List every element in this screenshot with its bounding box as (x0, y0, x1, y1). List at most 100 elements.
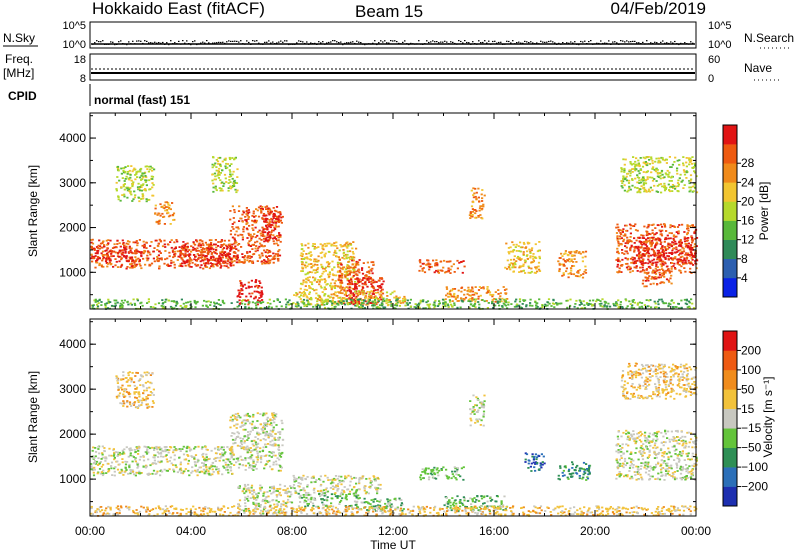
heatmap-cell (129, 302, 132, 305)
heatmap-cell (522, 241, 525, 244)
heatmap-cell (457, 289, 460, 292)
heatmap-cell (254, 302, 257, 305)
heatmap-cell (641, 176, 645, 179)
heatmap-cell (651, 264, 654, 266)
heatmap-cell (434, 264, 437, 267)
heatmap-cell (689, 261, 693, 264)
heatmap-cell (328, 262, 331, 265)
heatmap-cell (216, 262, 219, 265)
heatmap-cell (562, 274, 565, 276)
heatmap-cell (241, 234, 244, 236)
heatmap-cell (688, 190, 691, 193)
heatmap-cell (403, 297, 406, 300)
heatmap-cell (336, 302, 339, 305)
heatmap-cell (228, 256, 231, 259)
heatmap-cell (235, 261, 238, 264)
nsky-point (264, 41, 266, 43)
heatmap-cell (181, 265, 184, 268)
heatmap-cell (229, 229, 233, 232)
heatmap-cell (233, 179, 236, 182)
heatmap-cell (662, 250, 666, 253)
heatmap-cell (171, 202, 174, 204)
heatmap-cell (469, 211, 472, 213)
heatmap-cell (133, 302, 136, 305)
heatmap-cell (527, 271, 530, 274)
heatmap-cell (472, 194, 475, 196)
nsky-point (392, 40, 394, 42)
heatmap-cell (144, 189, 147, 192)
heatmap-cell (193, 457, 196, 460)
heatmap-cell (142, 194, 145, 197)
heatmap-cell (638, 237, 641, 239)
heatmap-cell (636, 303, 639, 306)
heatmap-cell (91, 247, 94, 250)
heatmap-cell (583, 307, 587, 309)
heatmap-cell (658, 183, 661, 186)
heatmap-cell (574, 251, 578, 254)
heatmap-cell (409, 305, 413, 308)
heatmap-cell (677, 183, 680, 186)
heatmap-cell (677, 303, 680, 305)
heatmap-cell (361, 305, 364, 307)
heatmap-cell (192, 246, 195, 249)
nsky-point (486, 42, 488, 44)
heatmap-cell (655, 270, 658, 273)
heatmap-cell (277, 225, 280, 228)
heatmap-cell (244, 306, 247, 308)
heatmap-cell (345, 257, 348, 260)
heatmap-cell (661, 264, 664, 266)
heatmap-cell (616, 271, 619, 273)
heatmap-cell (679, 271, 683, 274)
heatmap-cell (459, 306, 462, 309)
heatmap-cell (242, 210, 245, 213)
heatmap-cell (634, 262, 637, 264)
heatmap-cell (132, 241, 135, 244)
heatmap-cell (583, 304, 586, 307)
heatmap-cell (335, 274, 338, 277)
heatmap-cell (101, 452, 104, 454)
heatmap-cell (354, 302, 357, 304)
heatmap-cell (265, 255, 268, 258)
heatmap-cell (137, 465, 140, 468)
heatmap-cell (341, 286, 344, 289)
nsky-point (384, 40, 386, 42)
heatmap-cell (318, 304, 322, 307)
heatmap-cell (640, 263, 643, 265)
heatmap-cell (265, 214, 268, 217)
heatmap-cell (115, 188, 118, 190)
heatmap-cell (525, 304, 528, 306)
heatmap-cell (626, 262, 629, 265)
heatmap-cell (474, 212, 477, 215)
heatmap-cell (398, 300, 401, 303)
heatmap-cell (631, 179, 634, 181)
heatmap-cell (635, 254, 639, 257)
heatmap-cell (139, 455, 142, 458)
heatmap-cell (106, 254, 109, 256)
heatmap-cell (165, 458, 168, 461)
heatmap-cell (175, 300, 178, 303)
heatmap-cell (127, 165, 130, 167)
heatmap-cell (114, 304, 117, 307)
heatmap-cell (537, 265, 540, 268)
heatmap-cell (157, 245, 160, 248)
heatmap-cell (640, 270, 643, 273)
heatmap-cell (128, 240, 131, 243)
heatmap-cell (536, 302, 539, 305)
nsky-point (578, 44, 580, 46)
colorbar-tick-label: 8 (741, 252, 748, 266)
heatmap-cell (629, 224, 633, 227)
heatmap-cell (664, 302, 667, 305)
heatmap-cell (575, 250, 578, 252)
heatmap-cell (581, 276, 585, 279)
heatmap-cell (683, 240, 687, 243)
heatmap-cell (453, 271, 456, 273)
heatmap-cell (342, 266, 345, 269)
heatmap-cell (168, 255, 171, 258)
heatmap-cell (224, 167, 228, 170)
heatmap-cell (301, 266, 304, 269)
heatmap-cell (403, 295, 406, 298)
heatmap-cell (518, 298, 522, 301)
heatmap-cell (260, 260, 263, 263)
heatmap-cell (98, 299, 101, 302)
heatmap-cell (232, 183, 236, 186)
